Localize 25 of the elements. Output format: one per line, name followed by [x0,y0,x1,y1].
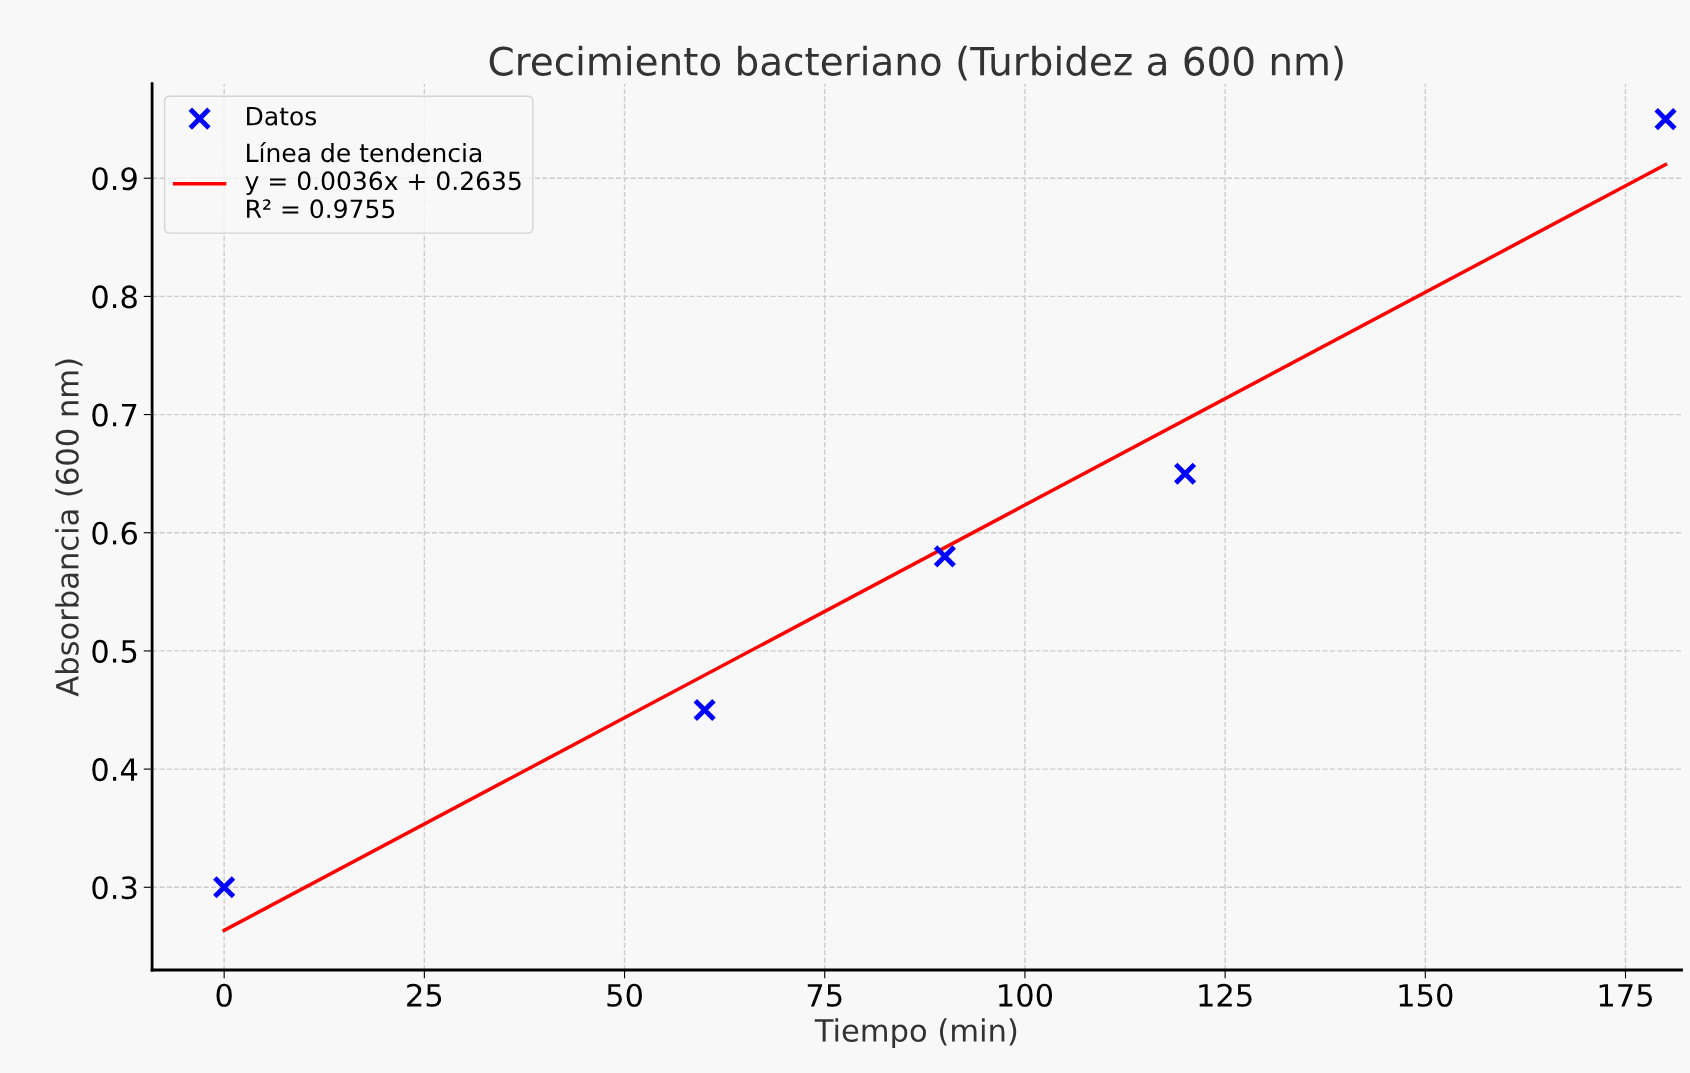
x-tick-label: 175 [1599,984,1652,1007]
y-tick-label: 0.3 [92,876,137,900]
point [212,875,236,900]
y-tick-label: 0.5 [92,639,137,663]
x-tick-label: 25 [407,983,442,1007]
y-tick-label: 0.9 [92,167,137,191]
x-tick-label: 0 [216,983,232,1007]
legend-label: Datos [247,106,317,126]
x-tick-label: 150 [1399,983,1453,1007]
y-tick-label: 0.8 [92,285,137,309]
x-tick-label: 75 [807,984,842,1007]
legend-label: Línea de tendencia y = 0.0036x + 0.2635 R² = 0.9755 [245,141,521,219]
x-tick-label: 125 [1199,983,1252,1007]
point [1173,461,1197,486]
point [692,698,717,722]
point [933,544,957,569]
y-tick-label: 0.7 [92,403,137,427]
y-tick-label: 0.4 [92,758,138,782]
x-tick-label: 100 [999,983,1053,1007]
x-axis-title: Tiempo (min) [814,1018,1017,1048]
chart-title: Crecimiento bacteriano (Turbidez a 600 nm) [489,45,1343,81]
x-tick-label: 50 [607,983,642,1007]
y-axis-title: Absorbancia (600 nm) [55,359,83,697]
y-tick-label: 0.6 [92,521,137,545]
point [1653,107,1678,131]
